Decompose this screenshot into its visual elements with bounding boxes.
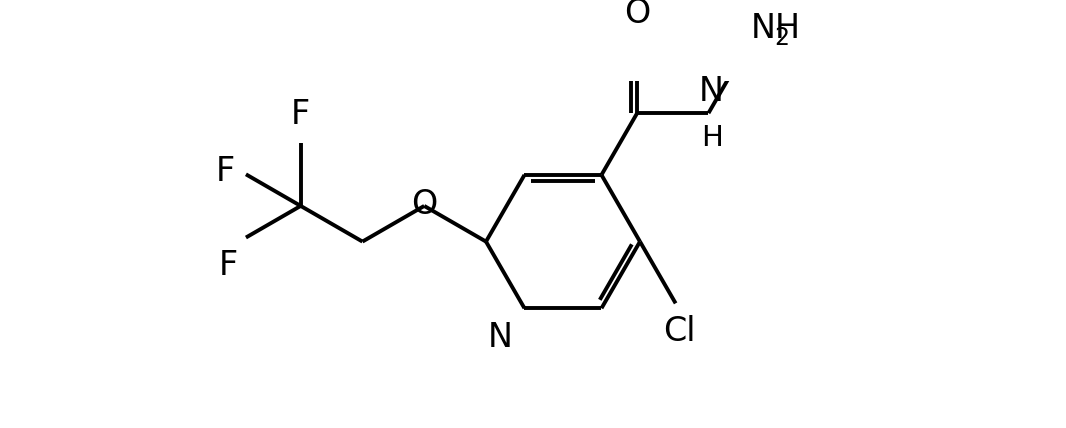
Text: O: O: [411, 188, 437, 221]
Text: NH: NH: [750, 12, 801, 45]
Text: N: N: [699, 75, 724, 108]
Text: 2: 2: [774, 26, 789, 50]
Text: H: H: [700, 125, 723, 152]
Text: F: F: [291, 98, 310, 131]
Text: Cl: Cl: [663, 315, 695, 348]
Text: F: F: [215, 155, 235, 187]
Text: N: N: [488, 321, 513, 354]
Text: O: O: [624, 0, 650, 30]
Text: F: F: [219, 249, 238, 282]
